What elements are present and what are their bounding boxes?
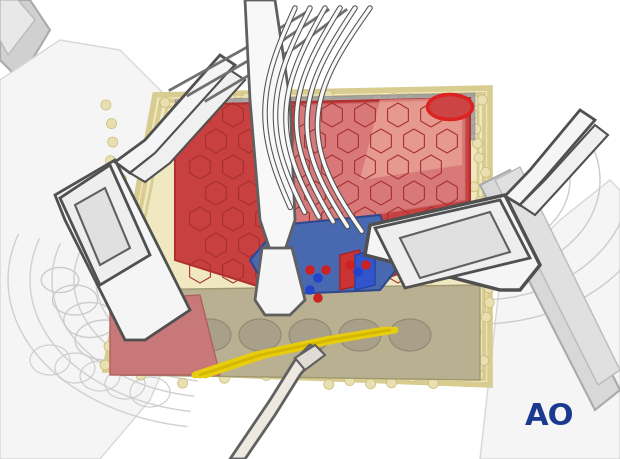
Polygon shape [110, 295, 220, 375]
Circle shape [467, 341, 477, 351]
Circle shape [476, 196, 485, 206]
Circle shape [471, 327, 481, 336]
Circle shape [421, 96, 431, 106]
Circle shape [103, 249, 113, 258]
Circle shape [372, 94, 382, 104]
Ellipse shape [189, 319, 231, 351]
Circle shape [479, 356, 489, 365]
Ellipse shape [139, 319, 181, 351]
Polygon shape [295, 345, 325, 370]
Circle shape [111, 230, 121, 240]
Polygon shape [0, 40, 200, 459]
Circle shape [107, 118, 117, 129]
Ellipse shape [428, 95, 472, 119]
Circle shape [282, 371, 292, 381]
Polygon shape [245, 0, 295, 250]
Polygon shape [495, 167, 620, 385]
Circle shape [474, 153, 484, 163]
Circle shape [484, 283, 494, 293]
Circle shape [306, 266, 314, 274]
Circle shape [480, 168, 490, 177]
Polygon shape [400, 212, 510, 278]
Circle shape [209, 102, 219, 112]
Circle shape [366, 379, 376, 389]
Ellipse shape [289, 319, 331, 351]
Circle shape [102, 285, 112, 296]
Circle shape [241, 366, 250, 376]
Circle shape [107, 193, 117, 203]
Circle shape [242, 93, 252, 103]
Polygon shape [175, 98, 470, 290]
Polygon shape [375, 200, 530, 288]
Circle shape [466, 269, 476, 279]
Circle shape [466, 225, 476, 235]
Ellipse shape [389, 319, 431, 351]
Circle shape [117, 174, 126, 184]
Circle shape [471, 124, 481, 134]
Circle shape [193, 105, 203, 115]
Circle shape [474, 370, 484, 380]
Circle shape [454, 99, 464, 109]
Polygon shape [230, 345, 320, 459]
Ellipse shape [339, 319, 381, 351]
Circle shape [303, 364, 313, 374]
Circle shape [314, 274, 322, 282]
Polygon shape [250, 215, 400, 295]
Circle shape [160, 97, 170, 107]
Circle shape [356, 106, 366, 117]
Circle shape [104, 341, 114, 352]
Polygon shape [520, 125, 608, 215]
Circle shape [274, 107, 284, 118]
Circle shape [484, 297, 494, 308]
Circle shape [362, 261, 370, 269]
Polygon shape [340, 250, 360, 290]
Polygon shape [505, 110, 595, 205]
Polygon shape [55, 160, 190, 340]
Circle shape [105, 212, 115, 221]
Circle shape [115, 363, 125, 372]
Circle shape [345, 375, 355, 386]
Circle shape [157, 361, 167, 371]
Circle shape [477, 211, 487, 221]
Circle shape [120, 304, 130, 314]
Polygon shape [0, 0, 50, 80]
Circle shape [115, 323, 125, 333]
Circle shape [116, 267, 126, 277]
Circle shape [322, 266, 330, 274]
Circle shape [467, 110, 478, 119]
Circle shape [258, 91, 268, 101]
Polygon shape [360, 98, 462, 180]
Ellipse shape [239, 319, 281, 351]
Circle shape [388, 94, 399, 104]
Circle shape [324, 380, 334, 389]
Circle shape [323, 90, 333, 101]
Circle shape [472, 139, 482, 148]
Circle shape [100, 360, 110, 370]
Circle shape [428, 378, 438, 388]
Circle shape [437, 101, 448, 111]
Circle shape [105, 156, 115, 166]
Polygon shape [105, 88, 490, 385]
Circle shape [291, 102, 301, 112]
Circle shape [101, 100, 111, 110]
Circle shape [225, 93, 235, 103]
Circle shape [219, 373, 229, 383]
Circle shape [481, 312, 491, 322]
Circle shape [307, 104, 317, 114]
Circle shape [178, 378, 188, 388]
Circle shape [108, 137, 118, 147]
Circle shape [354, 268, 362, 276]
Polygon shape [0, 0, 35, 55]
Circle shape [449, 362, 459, 372]
Circle shape [198, 365, 208, 375]
Polygon shape [255, 248, 305, 315]
Polygon shape [60, 165, 150, 285]
Circle shape [314, 294, 322, 302]
Polygon shape [365, 195, 540, 290]
Polygon shape [175, 93, 475, 145]
Polygon shape [480, 180, 620, 459]
Polygon shape [120, 285, 480, 380]
Circle shape [136, 370, 146, 380]
Circle shape [477, 240, 487, 250]
